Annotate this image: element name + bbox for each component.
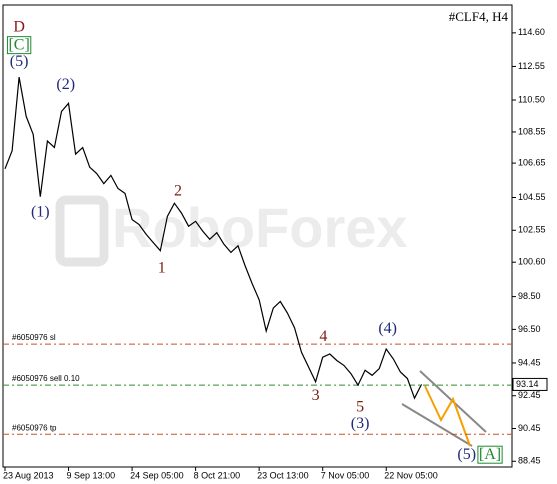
watermark-logo xyxy=(55,195,109,267)
y-tick-label: 92.45 xyxy=(518,390,541,400)
price-line xyxy=(4,76,423,400)
wave-label: D xyxy=(13,19,25,36)
projection xyxy=(424,385,471,447)
y-tick-label: 96.50 xyxy=(518,324,541,334)
wave-label: 5 xyxy=(356,399,364,416)
y-tick-label: 108.55 xyxy=(518,126,546,136)
y-tick-label: 102.55 xyxy=(518,225,546,235)
chart-title: #CLF4, H4 xyxy=(449,9,509,24)
y-tick-label: 112.55 xyxy=(518,61,545,71)
wave-label: [A] xyxy=(479,446,501,463)
y-tick-label: 100.60 xyxy=(518,257,546,267)
x-tick-label: 9 Sep 13:00 xyxy=(67,470,116,480)
y-tick-label: 104.55 xyxy=(518,192,546,202)
level-label: #6050976 sell 0.10 xyxy=(12,374,80,383)
wave-label: [C] xyxy=(8,37,29,54)
watermark: RoboForex xyxy=(112,196,408,259)
wave-label: 3 xyxy=(312,387,320,404)
x-tick-label: 8 Oct 21:00 xyxy=(194,470,241,480)
wave-label: (4) xyxy=(378,320,397,337)
wave-label: 2 xyxy=(174,182,182,199)
price-tag-label: 93.14 xyxy=(516,379,539,389)
wave-box xyxy=(477,445,503,464)
x-tick-label: 22 Nov 05:00 xyxy=(384,470,438,480)
y-tick-label: 110.50 xyxy=(518,94,545,104)
level-label: #6050976 tp xyxy=(12,423,57,432)
level-label: #6050976 sl xyxy=(12,333,56,342)
y-tick-label: 98.50 xyxy=(518,291,541,301)
wave-label: (5) xyxy=(10,53,29,70)
channel-line xyxy=(401,403,473,447)
y-tick-label: 106.65 xyxy=(518,157,546,167)
price-tag xyxy=(512,377,548,391)
y-tick-label: 114.60 xyxy=(518,27,545,37)
y-tick-label: 88.45 xyxy=(518,456,541,466)
y-tick-label: 90.45 xyxy=(518,423,541,433)
wave-box xyxy=(6,36,32,55)
wave-label: (1) xyxy=(31,204,50,221)
x-tick-label: 23 Oct 13:00 xyxy=(257,470,309,480)
wave-label: (3) xyxy=(351,415,370,432)
wave-label: 4 xyxy=(319,328,327,345)
x-tick-label: 24 Sep 05:00 xyxy=(130,470,184,480)
data-layer: 114.60 112.55 110.50 108.55 106.65 104.55 102.… xyxy=(3,19,548,480)
watermark-group: RoboForex xyxy=(55,195,408,267)
wave-label: (2) xyxy=(56,76,75,93)
wave-label: 1 xyxy=(158,259,166,276)
x-tick-label: 7 Nov 05:00 xyxy=(321,470,370,480)
y-tick-label: 94.45 xyxy=(518,357,541,367)
x-tick-label: 23 Aug 2013 xyxy=(3,470,54,480)
wave-label: (5) xyxy=(457,446,476,463)
